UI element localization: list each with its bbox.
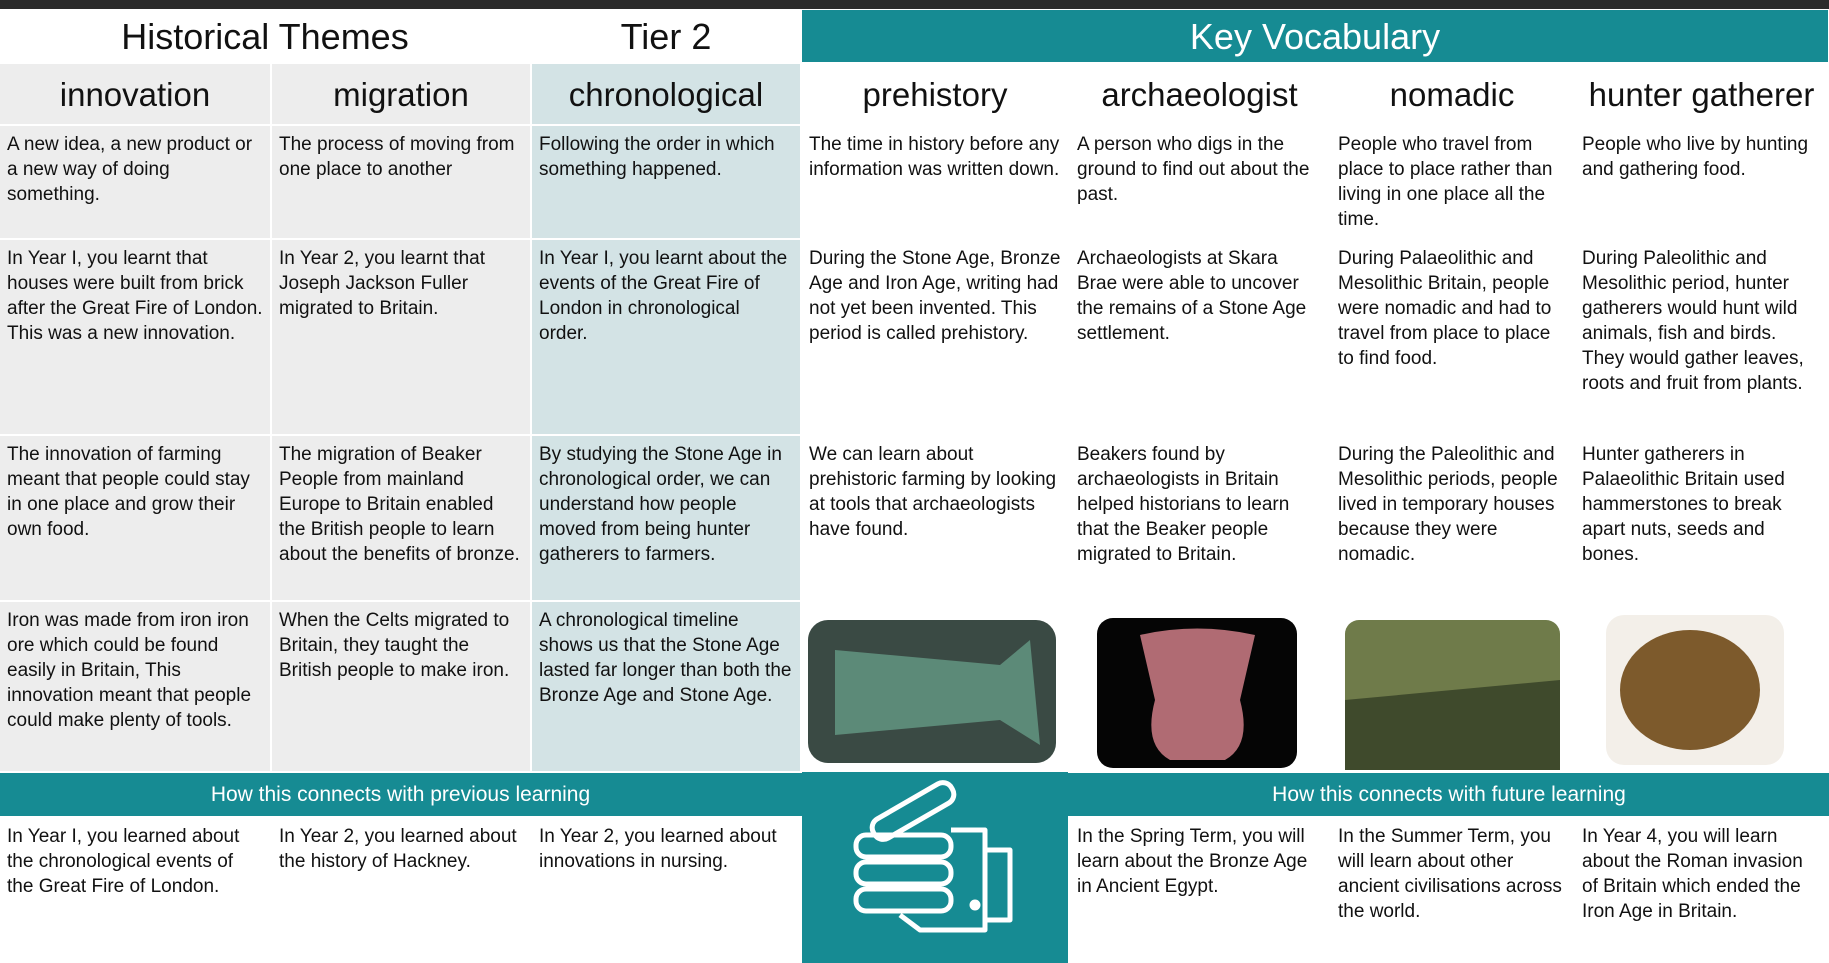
term: innovation <box>0 64 270 124</box>
connection-text: In Year I, you learned about the chronol… <box>0 818 270 962</box>
term: migration <box>272 64 530 124</box>
picture-cell <box>1331 602 1573 771</box>
cell-text: By studying the Stone Age in chronologic… <box>532 436 800 600</box>
cell-text: The migration of Beaker People from main… <box>272 436 530 600</box>
term: hunter gatherer <box>1575 64 1828 124</box>
cell-text: Following the order in which something h… <box>532 126 800 238</box>
cell-text: A person who digs in the ground to find … <box>1070 126 1329 238</box>
top-bar <box>0 0 1829 9</box>
connection-text: In Year 2, you learned about the history… <box>272 818 530 962</box>
cell-text: In Year I, you learnt that houses were b… <box>0 240 270 434</box>
cell-text: People who live by hunting and gathering… <box>1575 126 1828 238</box>
cell-text: The process of moving from one place to … <box>272 126 530 238</box>
section-title: Key Vocabulary <box>802 10 1828 62</box>
cell-text: Beakers found by archaeologists in Brita… <box>1070 436 1329 600</box>
term: chronological <box>532 64 800 124</box>
cell-text: During the Stone Age, Bronze Age and Iro… <box>802 240 1068 434</box>
term: archaeologist <box>1070 64 1329 124</box>
cell-text: A new idea, a new product or a new way o… <box>0 126 270 238</box>
cell-text: Hunter gatherers in Palaeolithic Britain… <box>1575 436 1828 600</box>
cell-text: During the Paleolithic and Mesolithic pe… <box>1331 436 1573 600</box>
cell-text: People who travel from place to place ra… <box>1331 126 1573 238</box>
section-title: Tier 2 <box>532 10 800 62</box>
cell-text: During Paleolithic and Mesolithic period… <box>1575 240 1828 434</box>
picture-cell <box>802 602 1068 771</box>
term: prehistory <box>802 64 1068 124</box>
cell-text: Iron was made from iron iron ore which c… <box>0 602 270 771</box>
picture-cell <box>1070 602 1329 771</box>
connections-title: How this connects with future learning <box>1272 783 1626 806</box>
term: nomadic <box>1331 64 1573 124</box>
picture-cell <box>1575 602 1828 771</box>
connection-text: In the Spring Term, you will learn about… <box>1070 818 1329 962</box>
section-title: Historical Themes <box>0 10 530 62</box>
connections-title: How this connects with previous learning <box>210 783 591 806</box>
cell-text: We can learn about prehistoric farming b… <box>802 436 1068 600</box>
cell-text: In Year I, you learnt about the events o… <box>532 240 800 434</box>
cell-text: Archaeologists at Skara Brae were able t… <box>1070 240 1329 434</box>
cell-text: When the Celts migrated to Britain, they… <box>272 602 530 771</box>
cell-text: The innovation of farming meant that peo… <box>0 436 270 600</box>
connection-text: In Year 2, you learned about innovations… <box>532 818 800 962</box>
cell-text: The time in history before any informati… <box>802 126 1068 238</box>
connection-text: In the Summer Term, you will learn about… <box>1331 818 1573 962</box>
cell-text: A chronological timeline shows us that t… <box>532 602 800 771</box>
cell-text: In Year 2, you learnt that Joseph Jackso… <box>272 240 530 434</box>
icon-cell <box>802 772 1068 963</box>
connection-text: In Year 4, you will learn about the Roma… <box>1575 818 1828 962</box>
cell-text: During Palaeolithic and Mesolithic Brita… <box>1331 240 1573 434</box>
